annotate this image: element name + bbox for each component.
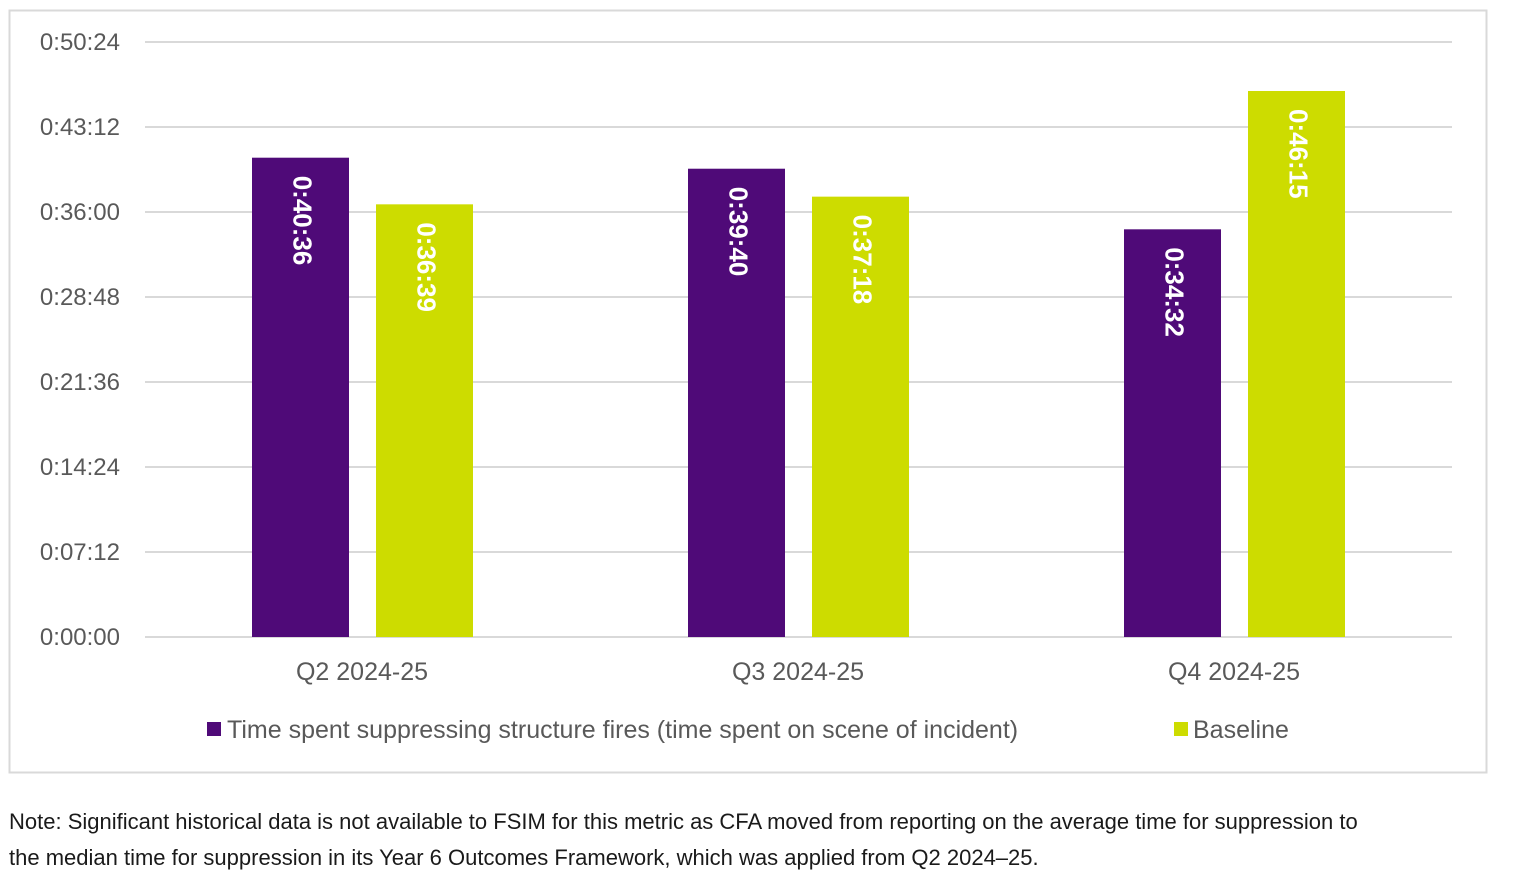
data-label: 0:37:18 <box>848 215 878 305</box>
x-tick-label: Q3 2024-25 <box>732 658 864 686</box>
y-tick-label: 0:28:48 <box>40 284 120 311</box>
data-label: 0:40:36 <box>288 176 318 266</box>
y-tick-label: 0:36:00 <box>40 199 120 226</box>
bar-baseline <box>1248 90 1345 638</box>
legend-swatch-series-1 <box>207 722 221 736</box>
bar-baseline <box>812 196 909 637</box>
bar-suppression <box>688 168 785 638</box>
legend-label-baseline: Baseline <box>1193 716 1289 744</box>
y-tick-label: 0:43:12 <box>40 114 120 141</box>
data-label: 0:39:40 <box>724 187 754 277</box>
note-line-1: Note: Significant historical data is not… <box>9 809 1358 834</box>
legend-label-series-1: Time spent suppressing structure fires (… <box>227 716 1018 744</box>
legend-swatch-baseline <box>1174 722 1188 736</box>
y-tick-label: 0:00:00 <box>40 624 120 651</box>
data-label: 0:34:32 <box>1160 247 1190 337</box>
legend: Time spent suppressing structure fires (… <box>207 716 1289 744</box>
y-tick-label: 0:14:24 <box>40 454 120 481</box>
x-tick-label: Q4 2024-25 <box>1168 658 1300 686</box>
data-label: 0:46:15 <box>1284 109 1314 199</box>
data-label: 0:36:39 <box>412 222 442 312</box>
y-tick-label: 0:07:12 <box>40 539 120 566</box>
note-line-2: the median time for suppression in its Y… <box>9 845 1039 870</box>
bar-suppression <box>252 157 349 637</box>
y-tick-label: 0:50:24 <box>40 29 120 56</box>
x-tick-label: Q2 2024-25 <box>296 658 428 686</box>
bar-suppression <box>1124 229 1221 637</box>
y-tick-label: 0:21:36 <box>40 369 120 396</box>
bar-baseline <box>376 204 473 637</box>
